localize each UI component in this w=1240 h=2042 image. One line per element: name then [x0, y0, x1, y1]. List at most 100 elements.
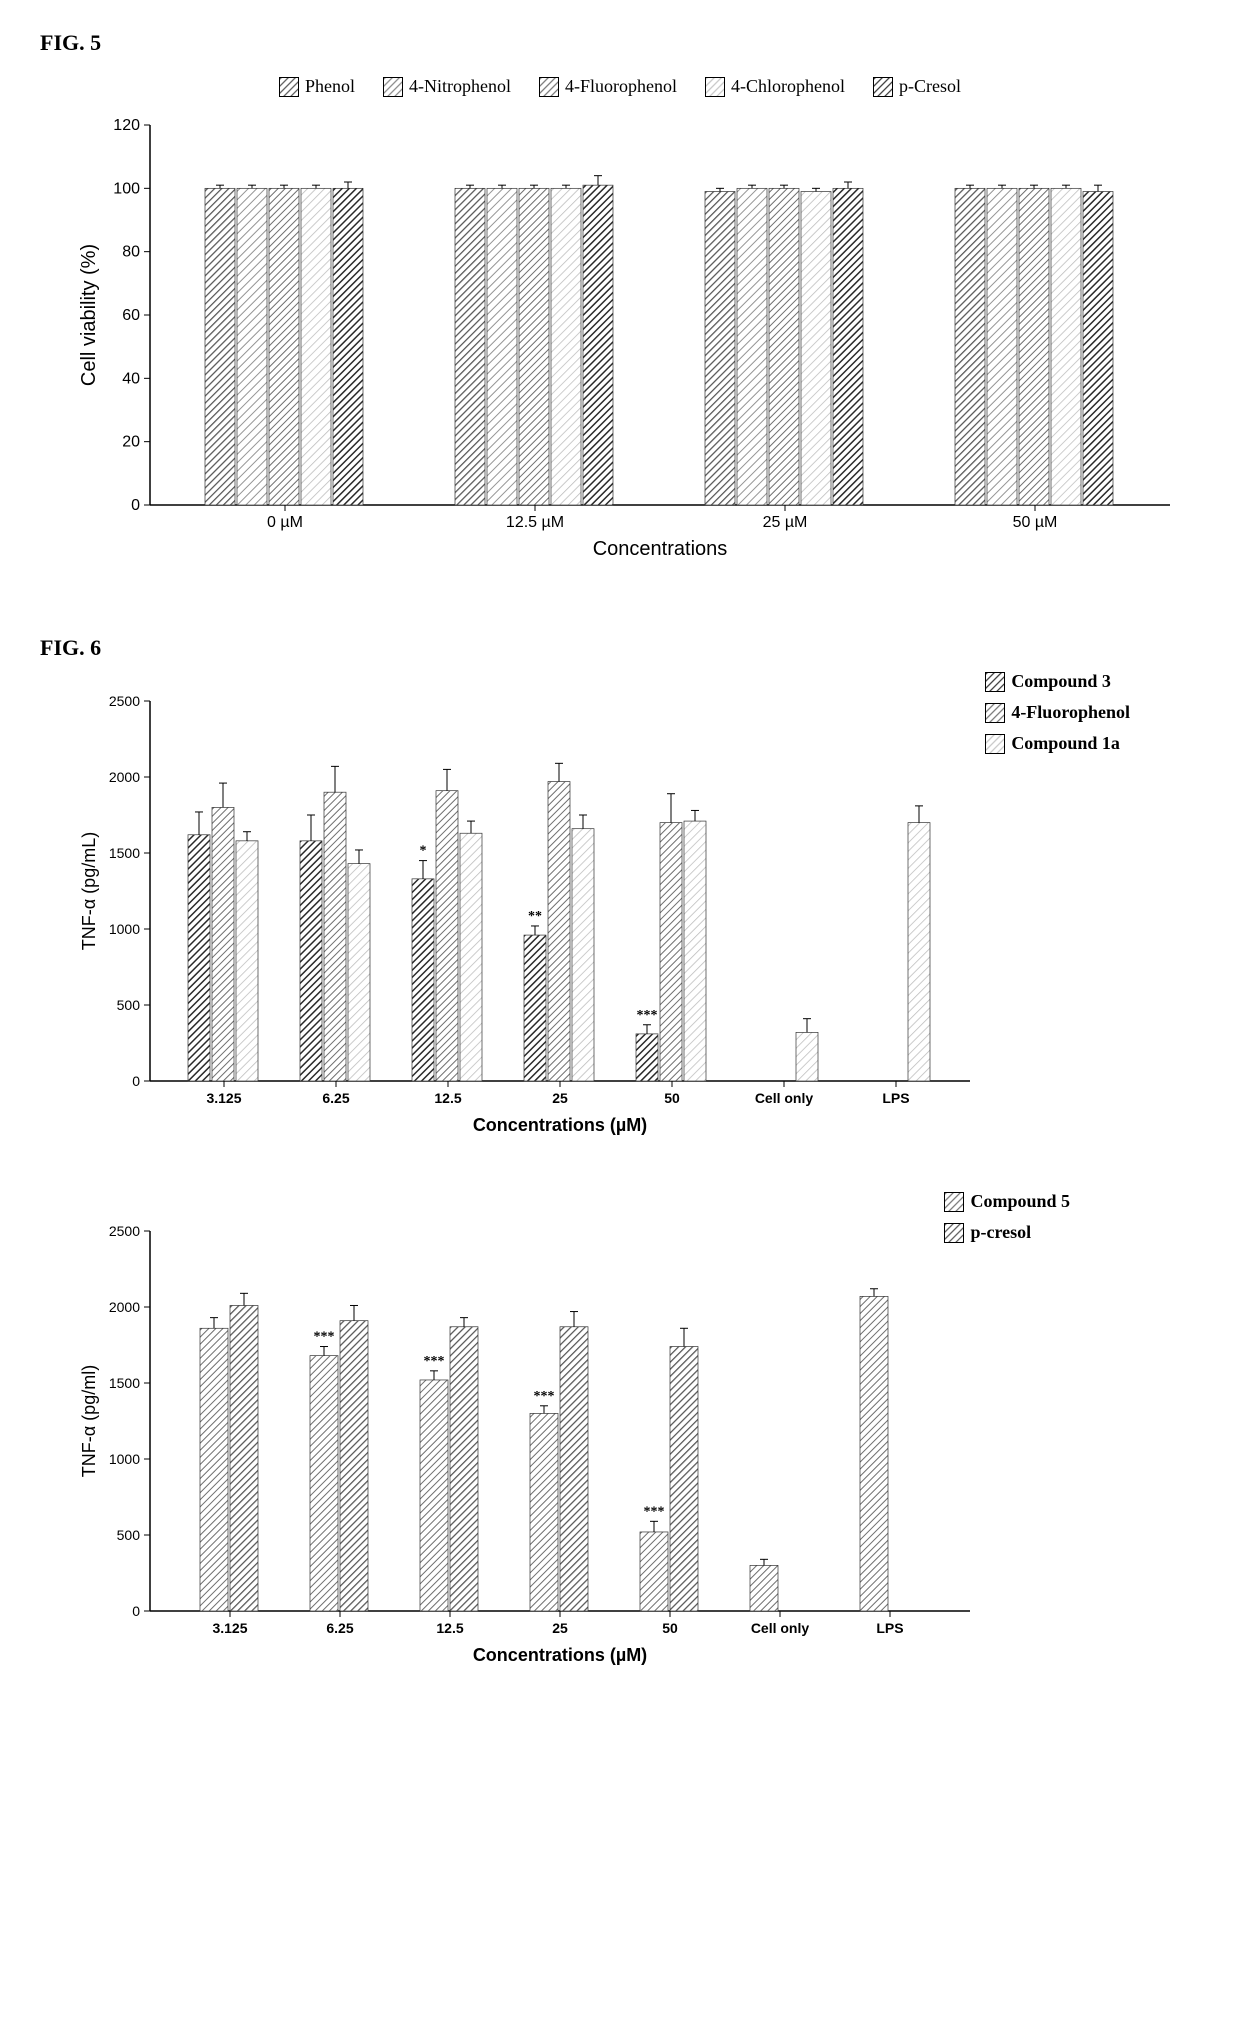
bar: [237, 188, 267, 505]
svg-text:80: 80: [122, 244, 140, 261]
svg-text:40: 40: [122, 370, 140, 387]
bar: [348, 864, 370, 1081]
bar: [670, 1347, 698, 1611]
bar: [1051, 188, 1081, 505]
svg-text:TNF-α (pg/mL): TNF-α (pg/mL): [79, 832, 99, 950]
svg-text:3.125: 3.125: [206, 1090, 241, 1106]
svg-text:500: 500: [117, 997, 141, 1013]
legend-label: 4-Fluorophenol: [1011, 702, 1130, 723]
bar: [750, 1565, 778, 1611]
svg-text:100: 100: [113, 180, 140, 197]
fig6-title: FIG. 6: [40, 635, 1220, 661]
bar: [833, 188, 863, 505]
svg-text:***: ***: [314, 1330, 335, 1345]
legend-item: Compound 3: [985, 671, 1130, 692]
svg-text:12.5 µM: 12.5 µM: [506, 514, 564, 531]
svg-text:LPS: LPS: [876, 1620, 903, 1636]
bar: [519, 188, 549, 505]
bar: [705, 192, 735, 506]
bar: [212, 807, 234, 1081]
svg-text:20: 20: [122, 434, 140, 451]
legend-label: Phenol: [305, 76, 355, 97]
svg-text:500: 500: [117, 1527, 141, 1543]
bar: [230, 1305, 258, 1611]
bar: [188, 835, 210, 1081]
svg-text:12.5: 12.5: [436, 1620, 463, 1636]
bar: [684, 821, 706, 1081]
bar: [1019, 188, 1049, 505]
svg-text:Concentrations (µM): Concentrations (µM): [473, 1645, 647, 1665]
legend-label: Compound 1a: [1011, 733, 1120, 754]
svg-text:1500: 1500: [109, 1375, 140, 1391]
bar: [236, 841, 258, 1081]
bar: [420, 1380, 448, 1611]
bar: [801, 192, 831, 506]
bar: [955, 188, 985, 505]
bar: [340, 1321, 368, 1611]
svg-text:1500: 1500: [109, 845, 140, 861]
legend-label: Compound 5: [970, 1191, 1070, 1212]
bar: [412, 879, 434, 1081]
svg-text:25: 25: [552, 1620, 568, 1636]
bar: [436, 791, 458, 1081]
svg-text:0: 0: [132, 1073, 140, 1089]
svg-text:Cell viability (%): Cell viability (%): [78, 244, 100, 386]
svg-text:***: ***: [644, 1504, 665, 1519]
bar: [572, 829, 594, 1081]
svg-text:50: 50: [662, 1620, 678, 1636]
bar: [450, 1327, 478, 1611]
svg-text:60: 60: [122, 307, 140, 324]
svg-text:1000: 1000: [109, 921, 140, 937]
legend-item: p-cresol: [944, 1222, 1070, 1243]
legend-item: Compound 1a: [985, 733, 1130, 754]
bar: [455, 188, 485, 505]
svg-text:25 µM: 25 µM: [763, 514, 808, 531]
svg-text:2000: 2000: [109, 769, 140, 785]
bar: [1083, 192, 1113, 506]
fig6b-legend: Compound 5 p-cresol: [944, 1191, 1070, 1243]
svg-text:6.25: 6.25: [326, 1620, 353, 1636]
svg-text:Concentrations (µM): Concentrations (µM): [473, 1115, 647, 1135]
bar: [324, 792, 346, 1081]
svg-text:50 µM: 50 µM: [1013, 514, 1058, 531]
svg-text:3.125: 3.125: [212, 1620, 247, 1636]
legend-item: Phenol: [279, 76, 355, 97]
bar: [205, 188, 235, 505]
legend-item: 4-Nitrophenol: [383, 76, 511, 97]
svg-text:***: ***: [637, 1008, 658, 1023]
svg-text:TNF-α (pg/ml): TNF-α (pg/ml): [79, 1365, 99, 1477]
svg-text:2000: 2000: [109, 1299, 140, 1315]
bar: [640, 1532, 668, 1611]
bar: [333, 188, 363, 505]
fig6a-legend: Compound 3 4-Fluorophenol Compound 1a: [985, 671, 1130, 754]
fig5-chart: Phenol 4-Nitrophenol 4-Fluorophenol 4-Ch…: [70, 76, 1170, 575]
svg-text:120: 120: [113, 117, 140, 134]
svg-text:**: **: [528, 909, 542, 924]
bar: [660, 823, 682, 1081]
svg-text:1000: 1000: [109, 1451, 140, 1467]
svg-text:Concentrations: Concentrations: [593, 538, 728, 560]
svg-text:25: 25: [552, 1090, 568, 1106]
bar: [636, 1034, 658, 1081]
bar: [560, 1327, 588, 1611]
bar: [200, 1328, 228, 1611]
legend-label: 4-Chlorophenol: [731, 76, 845, 97]
svg-text:6.25: 6.25: [322, 1090, 349, 1106]
bar: [301, 188, 331, 505]
legend-item: 4-Fluorophenol: [539, 76, 677, 97]
svg-text:0: 0: [131, 497, 140, 514]
svg-text:LPS: LPS: [882, 1090, 909, 1106]
svg-text:*: *: [420, 844, 427, 859]
bar: [300, 841, 322, 1081]
legend-item: 4-Chlorophenol: [705, 76, 845, 97]
fig6a-chart: Compound 3 4-Fluorophenol Compound 1a 05…: [70, 681, 1170, 1151]
legend-item: 4-Fluorophenol: [985, 702, 1130, 723]
bar: [796, 1032, 818, 1081]
svg-text:Cell only: Cell only: [751, 1620, 810, 1636]
bar: [269, 188, 299, 505]
svg-text:Cell only: Cell only: [755, 1090, 814, 1106]
bar: [737, 188, 767, 505]
legend-label: 4-Fluorophenol: [565, 76, 677, 97]
legend-label: 4-Nitrophenol: [409, 76, 511, 97]
legend-item: p-Cresol: [873, 76, 961, 97]
